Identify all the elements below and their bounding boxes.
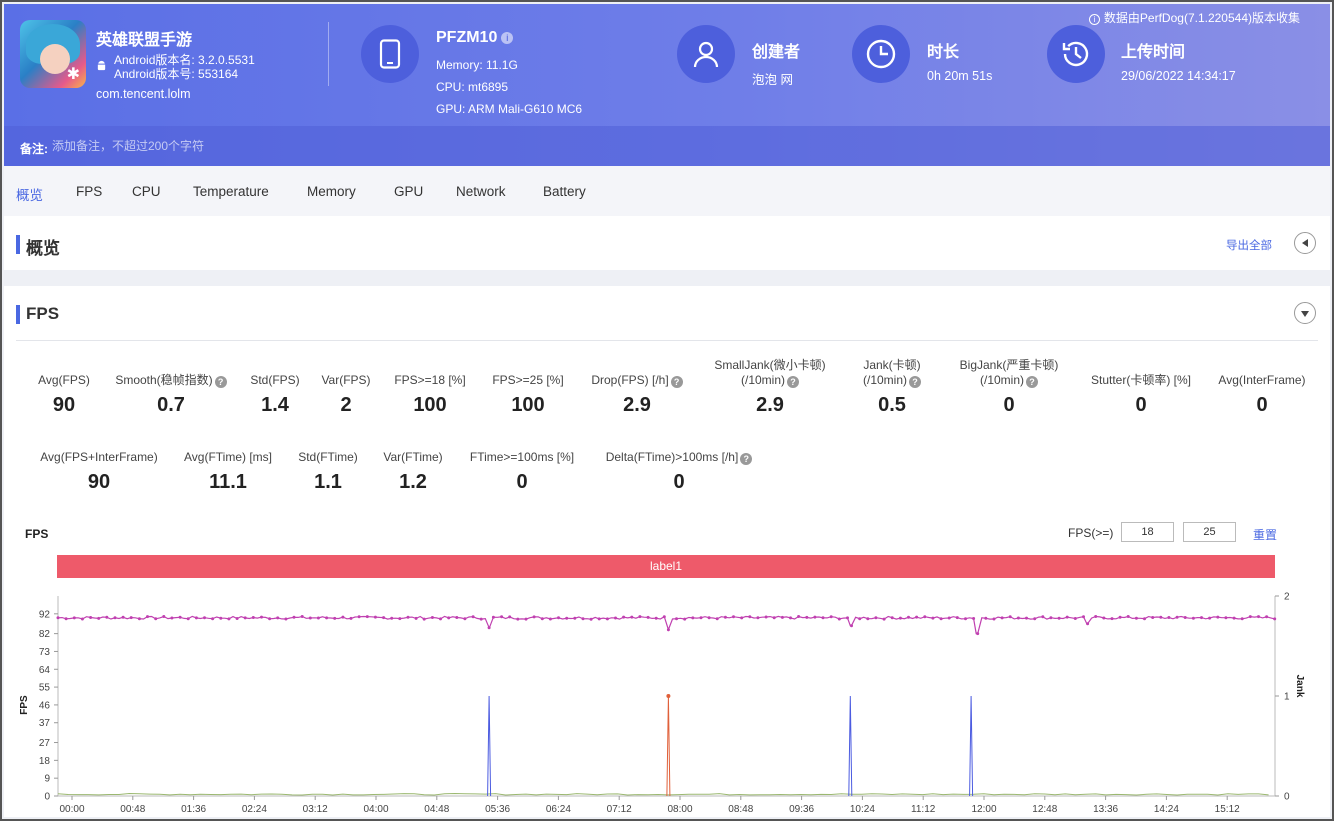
export-all-link[interactable]: 导出全部 [1226,240,1272,252]
caret-down-icon [1301,311,1309,317]
collapse-down-button[interactable] [1294,302,1316,324]
help-icon[interactable]: ? [1026,376,1038,388]
app-version-info: Android版本名: 3.2.0.5531 Android版本号: 55316… [96,53,255,81]
metric-std-fps: Std(FPS) 1.4 [250,373,300,416]
chart-title: FPS [25,527,49,541]
fps-section-title: FPS [16,304,59,324]
tab-temperature[interactable]: Temperature [193,184,269,199]
overview-section: 概览 导出全部 [4,216,1330,270]
help-icon[interactable]: ? [670,376,683,388]
fps-section: FPS [4,286,1330,817]
tab-gpu[interactable]: GPU [394,184,424,199]
creator-title: 创建者 [752,44,801,61]
app-version-name: Android版本名: 3.2.0.5531 [114,53,255,67]
clock-icon [852,25,910,83]
metric-avg-interframe: Avg(InterFrame) 0 [1218,373,1306,416]
phone-icon [361,25,419,83]
duration-title: 时长 [927,44,960,61]
metric-std-ftime: Std(FTime) 1.1 [298,450,358,493]
metric-drop-fps: Drop(FPS) [/h]? 2.9 [580,373,694,417]
fps-threshold-input-1[interactable] [1121,522,1174,542]
help-icon[interactable]: ? [214,376,227,388]
device-memory: Memory: 11.1G [436,58,518,72]
app-icon: ✱ [20,20,86,88]
tab-cpu[interactable]: CPU [132,184,161,199]
metric-var-ftime: Var(FTime) 1.2 [383,450,443,493]
device-gpu: GPU: ARM Mali-G610 MC6 [436,102,583,116]
section-divider [16,340,1318,341]
android-icon [97,60,106,71]
help-icon[interactable]: ? [740,453,753,465]
metric-big-jank: BigJank(严重卡顿) (/10min)? 0 [959,358,1059,416]
remark-label: 备注: [20,142,48,156]
tab-memory[interactable]: Memory [307,184,356,199]
upload-title: 上传时间 [1121,44,1186,61]
metric-fps-ge-18: FPS>=18 [%] 100 [394,373,466,416]
creator-value: 泡泡 网 [752,73,793,87]
source-note: i 数据由PerfDog(7.1.220544)版本收集 [1088,9,1300,26]
remark-input[interactable] [52,136,452,156]
label-bar[interactable]: label1 [57,555,1275,578]
device-cpu: CPU: mt6895 [436,80,509,94]
metric-smooth: Smooth(稳帧指数)? 0.7 [108,373,234,417]
info-icon: i [1088,14,1100,25]
metric-ftime-ge-100: FTime>=100ms [%] 0 [469,450,575,493]
header-divider [328,22,329,86]
history-icon [1047,25,1105,83]
metric-avg-fps: Avg(FPS) 90 [38,373,90,416]
collapse-left-button[interactable] [1294,232,1316,254]
metric-stutter: Stutter(卡顿率) [%] 0 [1090,373,1191,416]
metric-var-fps: Var(FPS) 2 [321,373,371,416]
metric-fps-ge-25: FPS>=25 [%] 100 [492,373,564,416]
tab-bar: 概览 FPS CPU Temperature Memory GPU Networ… [4,166,1330,216]
metric-avg-ftime: Avg(FTime) [ms] 11.1 [183,450,272,493]
tab-fps[interactable]: FPS [76,184,103,199]
app-name: 英雄联盟手游 [96,32,193,49]
overview-title: 概览 [16,234,60,259]
metric-avg-fps-interframe: Avg(FPS+InterFrame) 90 [40,450,158,493]
fps-threshold-input-2[interactable] [1183,522,1236,542]
upload-value: 29/06/2022 14:34:17 [1121,69,1236,83]
caret-left-icon [1302,239,1308,247]
app-version-code: Android版本号: 553164 [114,67,239,81]
tab-overview[interactable]: 概览 [16,188,43,203]
user-icon [677,25,735,83]
tab-battery[interactable]: Battery [543,184,586,199]
app-package: com.tencent.lolm [96,87,191,101]
device-info-icon[interactable]: i [501,32,514,44]
tab-network[interactable]: Network [456,184,506,199]
metric-delta-ftime: Delta(FTime)>100ms [/h]? 0 [594,450,764,494]
duration-value: 0h 20m 51s [927,69,993,83]
metric-small-jank: SmallJank(微小卡顿) (/10min)? 2.9 [714,358,826,416]
help-icon[interactable]: ? [909,376,921,388]
remark-bar: 备注: [4,126,1330,166]
reset-link[interactable]: 重置 [1253,528,1278,542]
fps-threshold-label: FPS(>=) [1068,526,1114,540]
help-icon[interactable]: ? [787,376,799,388]
metric-jank: Jank(卡顿) (/10min)? 0.5 [862,358,921,416]
report-header: ✱ 英雄联盟手游 Android版本名: 3.2.0.5531 Android版… [4,4,1330,166]
device-name: PFZM10 i [436,29,514,47]
